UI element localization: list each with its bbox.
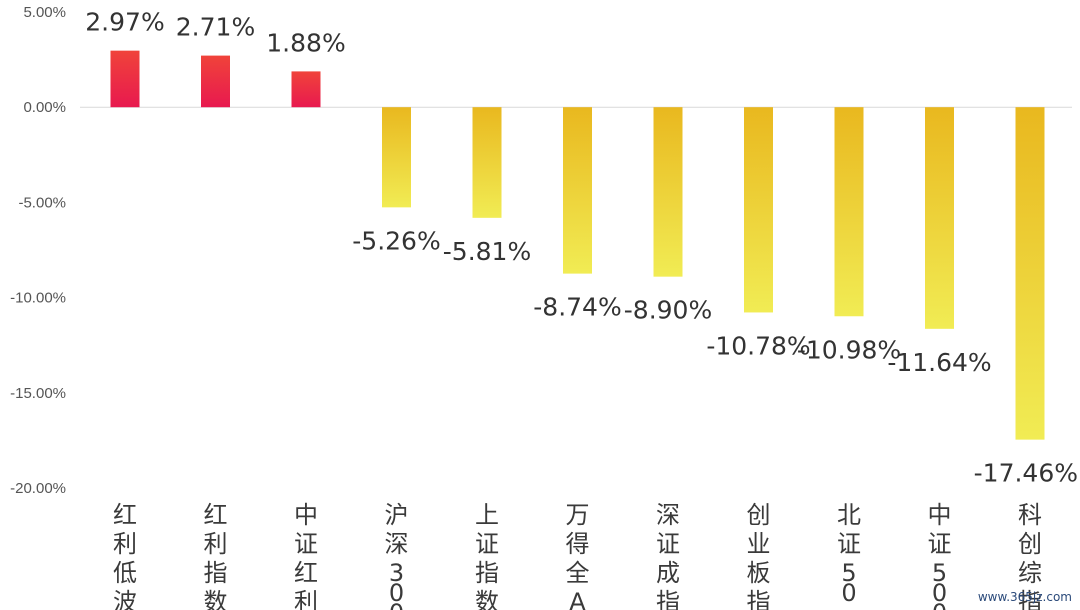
x-tick-label: 上证指数 xyxy=(475,501,499,610)
bar xyxy=(472,107,502,218)
x-tick-label: 沪深300 xyxy=(385,501,409,610)
x-tick-label: 红利指数 xyxy=(204,501,228,610)
x-tick-label: 北证 5 0 xyxy=(837,501,861,607)
bar xyxy=(110,50,140,108)
data-label: -5.26% xyxy=(352,226,440,255)
y-tick-label: -15.00% xyxy=(10,385,66,402)
y-tick-label: 0.00% xyxy=(23,99,66,116)
data-label: 2.97% xyxy=(85,8,164,37)
bar xyxy=(201,55,230,108)
data-label: 2.71% xyxy=(176,13,255,42)
x-tick-label: 万得全 A xyxy=(566,501,590,610)
data-labels-group: 2.97% 2.71% 1.88% -5.26% -5.81%-8.74% -8.90% -… xyxy=(85,8,1078,488)
data-label: -17.46% xyxy=(974,459,1078,488)
data-label: -10.78% xyxy=(706,331,810,360)
y-tick-label: -10.00% xyxy=(10,290,66,307)
watermark: www.365jz.com xyxy=(978,590,1072,604)
bar xyxy=(744,107,773,313)
bars-group xyxy=(110,50,1045,440)
x-tick-label: 中证500 xyxy=(928,501,952,610)
y-tick-label: 5.00% xyxy=(23,4,66,21)
y-tick-label: -5.00% xyxy=(18,194,66,211)
x-tick-label: 中证红利 xyxy=(294,501,318,610)
bar xyxy=(563,107,592,274)
data-label: -10.98% xyxy=(797,335,901,364)
data-label: -8.90% xyxy=(624,296,712,325)
bar xyxy=(925,107,954,329)
x-tick-label: 科创综指 xyxy=(1018,501,1042,610)
bar xyxy=(1015,107,1045,440)
bar xyxy=(653,107,683,277)
data-label: 1.88% xyxy=(266,28,345,57)
bar xyxy=(291,71,321,108)
data-label: -5.81% xyxy=(443,237,531,266)
x-tick-label: 深证成指 xyxy=(656,501,680,610)
bar xyxy=(834,107,864,317)
y-tick-label: -20.00% xyxy=(10,480,66,497)
bar xyxy=(382,107,411,208)
x-tick-label: 红利低波 xyxy=(113,501,137,610)
data-label: -11.64% xyxy=(887,348,991,377)
y-axis: 5.00% 0.00% -5.00% -10.00% -15.00% -20.00% xyxy=(10,4,66,497)
x-tick-label: 创业板指 xyxy=(747,501,771,610)
data-label: -8.74% xyxy=(533,293,621,322)
